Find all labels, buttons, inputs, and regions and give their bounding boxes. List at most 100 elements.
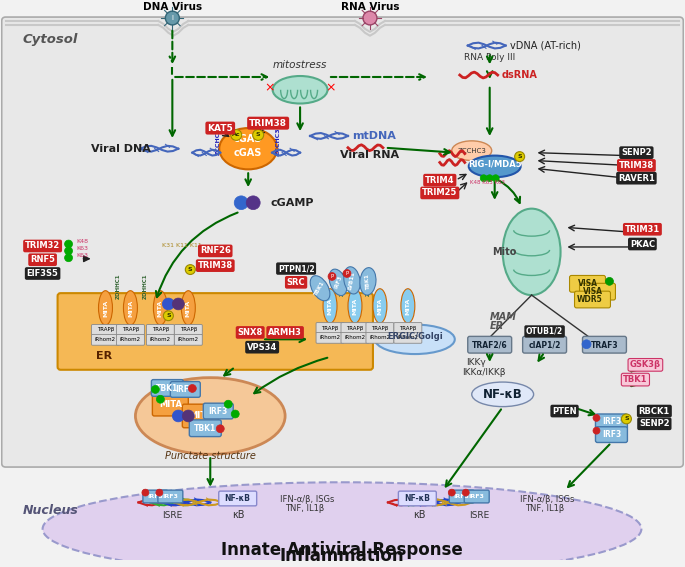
FancyBboxPatch shape (341, 323, 369, 333)
FancyBboxPatch shape (143, 490, 168, 503)
Text: ZDHHC1: ZDHHC1 (366, 270, 371, 296)
Text: DNA Virus: DNA Virus (142, 2, 202, 12)
Ellipse shape (153, 291, 167, 325)
Text: ×: × (264, 81, 275, 94)
Text: TBK1: TBK1 (156, 384, 179, 393)
Text: S: S (517, 154, 522, 159)
Text: NF-κB: NF-κB (224, 494, 250, 503)
Text: SRC: SRC (287, 278, 306, 287)
Ellipse shape (375, 324, 455, 354)
Circle shape (151, 386, 160, 393)
Text: iRhom2: iRhom2 (150, 337, 171, 342)
Ellipse shape (323, 289, 337, 323)
Text: I: I (171, 15, 173, 21)
Text: TBK1: TBK1 (314, 280, 326, 297)
FancyBboxPatch shape (171, 382, 200, 397)
Circle shape (162, 298, 175, 310)
Circle shape (156, 489, 163, 496)
Text: ZDHHC1: ZDHHC1 (143, 273, 148, 299)
Text: RBCK1: RBCK1 (638, 407, 670, 416)
Ellipse shape (344, 266, 360, 294)
Text: cIAP1/2: cIAP1/2 (528, 341, 561, 350)
Circle shape (173, 410, 184, 422)
Text: IRF3: IRF3 (334, 275, 342, 290)
Ellipse shape (273, 76, 327, 104)
Text: cGAS: cGAS (234, 134, 262, 144)
Circle shape (246, 196, 260, 210)
Text: MITA: MITA (186, 299, 191, 316)
Circle shape (328, 273, 336, 280)
Text: TNF, IL1β: TNF, IL1β (525, 504, 564, 513)
Circle shape (582, 340, 591, 349)
Text: MITA: MITA (103, 299, 108, 316)
Ellipse shape (329, 269, 347, 295)
Text: ZCCHC3: ZCCHC3 (216, 127, 221, 155)
Circle shape (64, 240, 73, 248)
Text: TRAPβ: TRAPβ (347, 325, 364, 331)
FancyBboxPatch shape (366, 323, 394, 333)
Ellipse shape (136, 378, 285, 454)
Ellipse shape (123, 291, 138, 325)
Circle shape (343, 269, 351, 277)
Text: TRAF2/6: TRAF2/6 (472, 341, 508, 350)
Text: dsRNA: dsRNA (501, 70, 538, 80)
Text: IRF3: IRF3 (602, 430, 621, 439)
Text: ZCCHC3: ZCCHC3 (458, 147, 486, 154)
Text: TBK1: TBK1 (194, 424, 216, 433)
Text: TRIM38: TRIM38 (198, 261, 233, 270)
Text: TRAPβ: TRAPβ (152, 328, 169, 332)
Text: Viral DNA: Viral DNA (90, 143, 151, 154)
Ellipse shape (469, 155, 521, 177)
Ellipse shape (42, 483, 641, 567)
Circle shape (231, 129, 242, 141)
Text: ZDHHC1: ZDHHC1 (340, 270, 345, 296)
Text: SENP2: SENP2 (621, 148, 651, 157)
Text: PKAC: PKAC (630, 239, 655, 248)
Text: IRF3: IRF3 (162, 494, 178, 499)
Text: RNF26: RNF26 (200, 247, 231, 255)
Text: IRF3: IRF3 (454, 494, 470, 499)
Text: IRF3: IRF3 (469, 494, 485, 499)
Text: TRAPβ: TRAPβ (321, 325, 338, 331)
FancyBboxPatch shape (92, 324, 119, 336)
Circle shape (493, 175, 499, 181)
Circle shape (163, 311, 173, 321)
FancyBboxPatch shape (468, 336, 512, 353)
FancyBboxPatch shape (147, 324, 175, 336)
Text: ER: ER (490, 321, 504, 332)
Text: MITA: MITA (327, 297, 332, 315)
Text: PTEN: PTEN (552, 407, 577, 416)
Text: TRAPβ: TRAPβ (399, 325, 416, 331)
Text: MITA: MITA (159, 400, 182, 409)
Text: IFN-α/β, ISGs: IFN-α/β, ISGs (280, 496, 334, 505)
Circle shape (182, 410, 195, 422)
Circle shape (142, 489, 149, 496)
Text: MITA: MITA (406, 297, 410, 315)
Text: LVB11: LVB11 (348, 270, 356, 290)
Text: Punctate structure: Punctate structure (165, 451, 256, 461)
FancyBboxPatch shape (582, 336, 626, 353)
Text: MITA: MITA (377, 297, 382, 315)
Text: TRAPβ: TRAPβ (179, 328, 197, 332)
Text: ER: ER (95, 351, 112, 361)
Ellipse shape (348, 289, 362, 323)
Text: IKKα/IKKβ: IKKα/IKKβ (462, 367, 506, 376)
Text: ARMH3: ARMH3 (269, 328, 302, 337)
Text: iRhom2: iRhom2 (397, 335, 419, 340)
Ellipse shape (373, 289, 387, 323)
FancyBboxPatch shape (595, 427, 627, 442)
Text: TNF, IL1β: TNF, IL1β (285, 504, 325, 513)
Text: SNX8: SNX8 (238, 328, 263, 337)
Text: Mito: Mito (492, 247, 516, 257)
FancyBboxPatch shape (341, 332, 369, 343)
Text: K31 K11 K11: K31 K11 K11 (162, 243, 202, 248)
Text: MITA: MITA (158, 299, 163, 316)
FancyBboxPatch shape (399, 491, 436, 506)
Circle shape (165, 11, 179, 25)
Text: ZDHHC1: ZDHHC1 (116, 273, 121, 299)
FancyBboxPatch shape (203, 403, 233, 419)
Text: MITA: MITA (353, 297, 358, 315)
Text: RAVER1: RAVER1 (618, 174, 655, 183)
Text: RIG-I/MDA5: RIG-I/MDA5 (468, 159, 521, 168)
Text: VPS34: VPS34 (247, 342, 277, 352)
